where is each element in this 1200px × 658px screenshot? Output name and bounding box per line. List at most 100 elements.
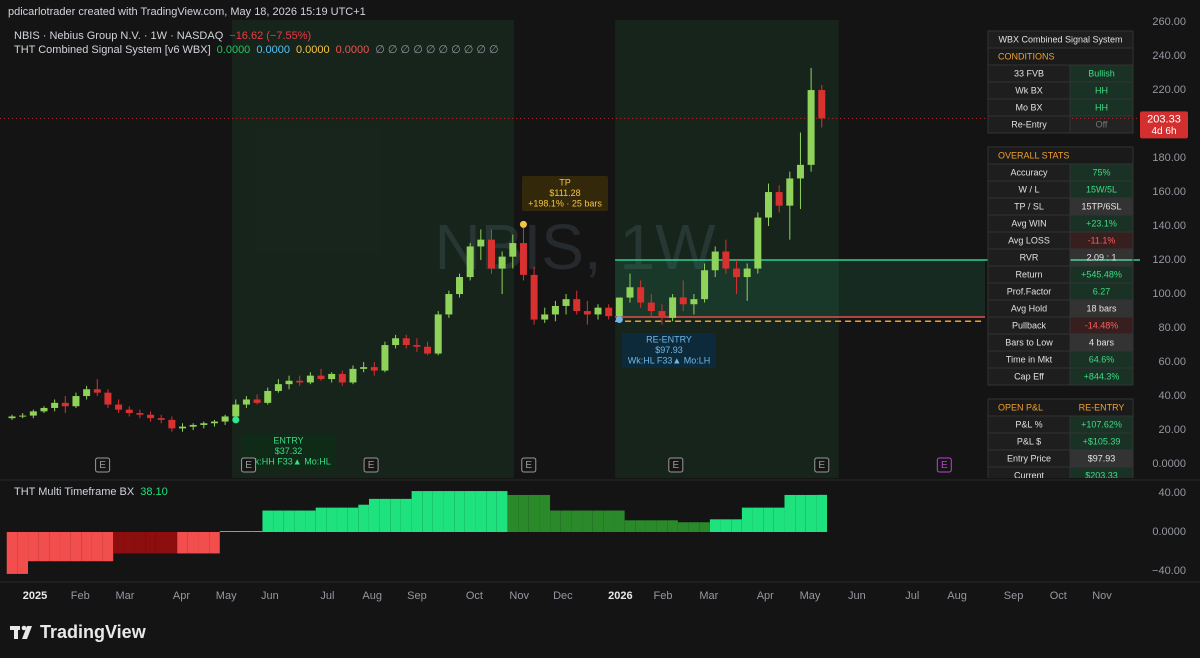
candle-body	[541, 314, 549, 320]
candle-body	[551, 305, 559, 315]
earnings-label: E	[941, 460, 948, 471]
candle-body	[104, 392, 112, 405]
earnings-label: E	[99, 460, 106, 471]
candle-body	[701, 270, 709, 300]
target-band	[615, 260, 985, 318]
candle-body	[51, 402, 59, 408]
x-tick-label: Jul	[320, 590, 334, 602]
row-value: +107.62%	[1081, 419, 1122, 429]
bx-bar	[475, 491, 487, 532]
candle-body	[253, 399, 261, 403]
candle-body	[647, 302, 655, 312]
candle-body	[530, 274, 538, 320]
candle-body	[147, 414, 155, 419]
row-value: 75%	[1092, 167, 1110, 177]
row-label: Mo BX	[1015, 102, 1042, 112]
row-label: Prof.Factor	[1007, 286, 1052, 296]
bx-bar	[315, 507, 327, 532]
section-heading: OVERALL STATS	[998, 150, 1069, 160]
row-label: Entry Price	[1007, 453, 1051, 463]
bx-bar	[123, 532, 135, 554]
row-value: 64.6%	[1089, 354, 1115, 364]
candle-body	[296, 380, 304, 383]
row-value: 18 bars	[1086, 303, 1117, 313]
bx-bar	[411, 491, 423, 532]
candle-body	[722, 251, 730, 269]
bx-bar	[635, 520, 646, 532]
bx-bar	[784, 494, 796, 532]
x-tick-label: Mar	[699, 590, 718, 602]
candle-body	[796, 164, 804, 179]
row-label: TP / SL	[1014, 201, 1044, 211]
y-tick-label: 120.00	[1152, 254, 1186, 266]
x-tick-label: Aug	[362, 590, 382, 602]
x-tick-label: Apr	[757, 590, 774, 602]
y-tick-label: 80.00	[1158, 322, 1186, 334]
bx-legend: THT Multi Timeframe BX 38.10	[14, 486, 168, 498]
annotation-text: ENTRY	[273, 435, 303, 445]
logo-part	[21, 625, 27, 631]
bx-bar	[667, 520, 678, 532]
brand-name: TradingView	[40, 622, 147, 642]
bx-bar	[326, 507, 337, 532]
candle-body	[125, 409, 133, 414]
candle-body	[338, 373, 346, 383]
bx-bar	[198, 532, 210, 554]
row-label: 33 FVB	[1014, 68, 1044, 78]
x-tick-label: Jun	[261, 590, 279, 602]
bx-bar	[17, 532, 28, 574]
bx-bar	[560, 510, 572, 532]
candle-body	[669, 297, 677, 318]
candle-body	[72, 396, 80, 407]
candle-body	[221, 416, 229, 422]
bx-bar	[49, 532, 60, 562]
candle-body	[136, 413, 144, 415]
candle-body	[285, 380, 293, 385]
bx-bar	[795, 494, 806, 532]
row-label: Pullback	[1012, 320, 1047, 330]
logo-part	[22, 626, 32, 639]
price-tag	[1140, 111, 1188, 139]
watermark: NBIS, 1W	[435, 211, 717, 283]
bx-value: 38.10	[140, 486, 168, 498]
annotation-text: TP	[559, 177, 571, 187]
candle-body	[306, 375, 314, 383]
section-heading-value: RE-ENTRY	[1079, 402, 1125, 412]
price-tag-value: 203.33	[1147, 113, 1181, 125]
row-value: -11.1%	[1088, 235, 1116, 245]
bx-bar	[507, 494, 519, 532]
x-tick-label: Nov	[1092, 590, 1112, 602]
y-tick-label: 40.00	[1158, 390, 1186, 402]
x-tick-label: 2025	[23, 590, 47, 602]
annotation-text: $111.28	[549, 188, 580, 198]
indicator-legend: THT Combined Signal System [v6 WBX] 0.000…	[14, 44, 499, 56]
row-label: P&L %	[1015, 419, 1042, 429]
row-value: 4 bars	[1089, 337, 1115, 347]
annotation-text: $37.32	[275, 446, 303, 456]
row-label: Wk BX	[1015, 85, 1043, 95]
trade-zone	[615, 20, 839, 478]
indicator-placeholders: ∅ ∅ ∅ ∅ ∅ ∅ ∅ ∅ ∅ ∅	[375, 44, 498, 56]
candle-body	[40, 407, 48, 412]
row-value: 6.27	[1093, 286, 1111, 296]
row-value: 15W/5L	[1086, 184, 1117, 194]
x-tick-label: May	[216, 590, 237, 602]
x-tick-label: Feb	[654, 590, 673, 602]
candle-body	[424, 346, 432, 354]
y-tick-label: 240.00	[1152, 50, 1186, 62]
row-label: Avg LOSS	[1008, 235, 1050, 245]
bx-bar	[805, 494, 817, 532]
bx-bar	[582, 510, 593, 532]
bx-bar	[464, 491, 476, 532]
bx-bar	[752, 507, 764, 532]
candle-body	[786, 178, 794, 206]
candle-body	[764, 192, 772, 218]
candle-body	[679, 297, 687, 305]
bx-bar	[294, 510, 306, 532]
bx-bar	[454, 491, 465, 532]
bx-bar	[486, 491, 497, 532]
bx-bar	[6, 532, 18, 574]
row-value: +844.3%	[1084, 371, 1120, 381]
candle-body	[381, 345, 389, 371]
